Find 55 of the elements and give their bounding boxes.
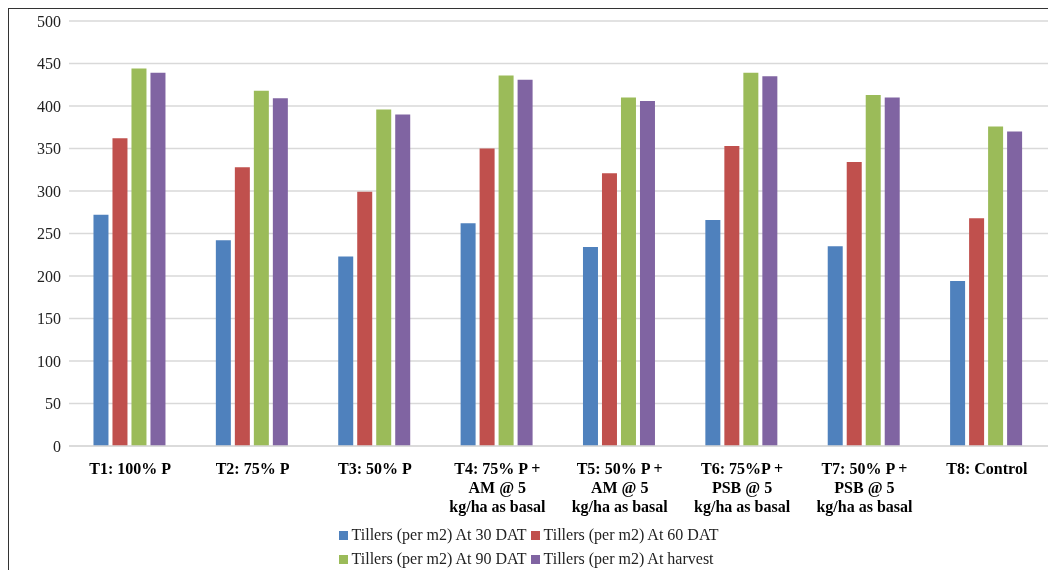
- x-tick-label: T3: 50% P: [338, 460, 413, 477]
- bar: [357, 191, 373, 446]
- y-tick-label: 200: [37, 267, 61, 285]
- bar: [988, 126, 1004, 446]
- bar: [112, 138, 128, 446]
- x-tick-label: T1: 100% P: [89, 460, 172, 477]
- bar: [601, 173, 617, 446]
- y-tick-label: 0: [53, 437, 61, 455]
- bar: [724, 145, 740, 446]
- bar: [479, 148, 495, 446]
- bar: [517, 79, 533, 446]
- y-tick-label: 450: [37, 55, 61, 73]
- bar: [950, 281, 966, 446]
- y-tick-label: 350: [37, 140, 61, 158]
- bar: [827, 246, 843, 446]
- bar: [338, 256, 354, 446]
- bar: [150, 72, 166, 446]
- y-tick-label: 500: [37, 12, 61, 30]
- y-tick-label: 300: [37, 182, 61, 200]
- y-tick-label: 400: [37, 97, 61, 115]
- bar: [498, 75, 514, 446]
- bar: [762, 76, 778, 446]
- bar: [865, 94, 881, 446]
- x-tick-label: T7: 50% P + PSB @ 5 kg/ha as basal: [816, 460, 914, 517]
- legend-label: Tillers (per m2) At 60 DAT: [542, 526, 719, 544]
- bar: [376, 109, 392, 446]
- bar: [846, 162, 862, 446]
- bar: [460, 223, 476, 446]
- bar: [705, 219, 721, 446]
- legend-label: Tillers (per m2) At 90 DAT: [350, 550, 527, 568]
- bar: [234, 167, 250, 446]
- x-tick-label: T6: 75%P + PSB @ 5 kg/ha as basal: [694, 460, 791, 517]
- bar: [395, 114, 411, 446]
- y-tick-label: 250: [37, 225, 61, 243]
- bar: [272, 98, 288, 446]
- y-tick-label: 50: [45, 395, 61, 413]
- y-tick-label: 100: [37, 352, 61, 370]
- legend-label: Tillers (per m2) At 30 DAT: [350, 526, 527, 544]
- bar: [884, 97, 900, 446]
- y-tick-label: 150: [37, 310, 61, 328]
- legend-label: Tillers (per m2) At harvest: [542, 550, 715, 568]
- bar: [93, 214, 109, 446]
- bar: [1007, 131, 1023, 446]
- bar: [253, 90, 269, 446]
- bar: [639, 100, 655, 446]
- bar: [582, 247, 598, 446]
- bar: [620, 97, 636, 446]
- x-tick-label: T8: Control: [946, 460, 1028, 477]
- bar: [215, 240, 231, 446]
- bar: [131, 68, 147, 446]
- x-tick-label: T2: 75% P: [215, 460, 290, 477]
- x-tick-label: T4: 75% P + AM @ 5 kg/ha as basal: [449, 460, 546, 517]
- x-tick-label: T5: 50% P + AM @ 5 kg/ha as basal: [571, 460, 669, 517]
- bar: [969, 218, 985, 446]
- bar: [743, 72, 759, 446]
